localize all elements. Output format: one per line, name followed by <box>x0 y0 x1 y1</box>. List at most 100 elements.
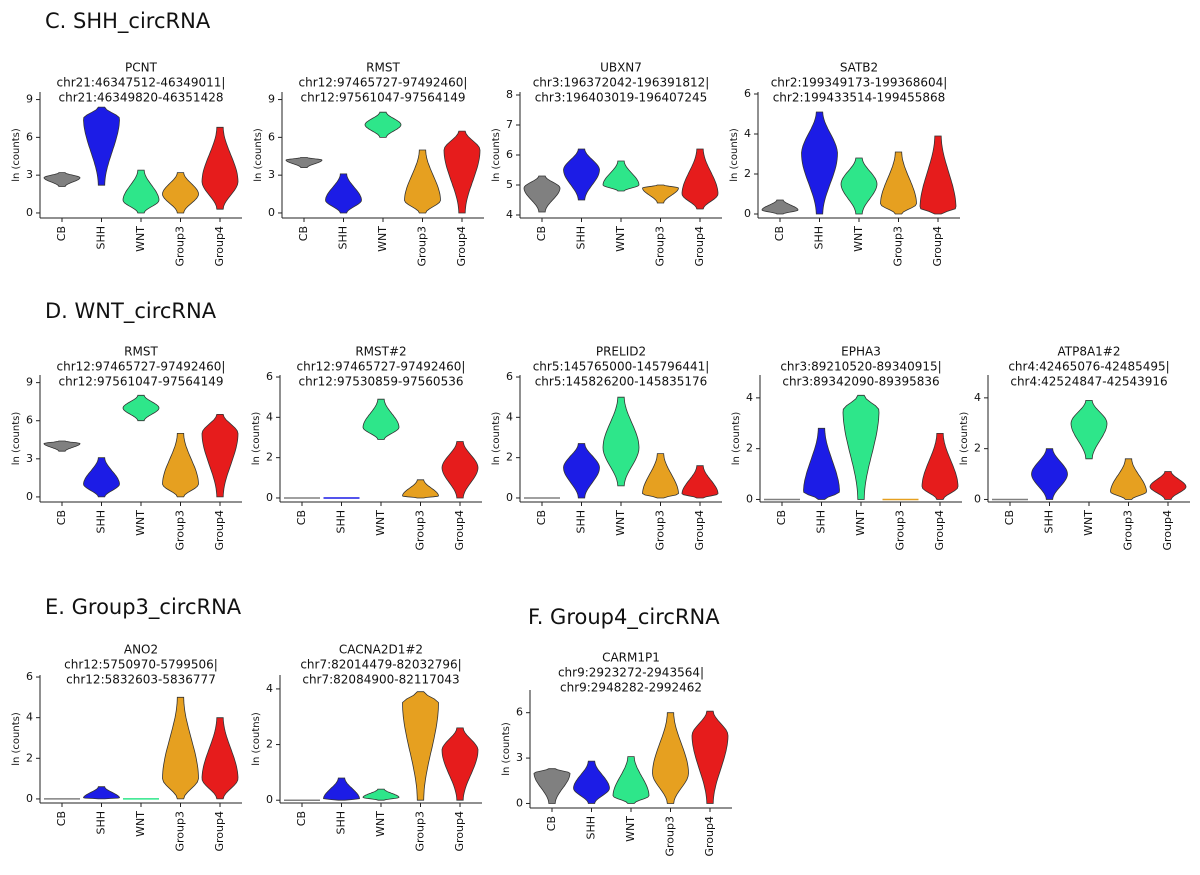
x-tick-label: Group3 <box>894 510 907 551</box>
chart-title: PRELID2 <box>596 345 646 359</box>
y-tick-label: 6 <box>506 370 513 383</box>
violin <box>362 788 400 801</box>
violin <box>919 135 957 215</box>
violin <box>162 172 199 214</box>
violin <box>323 777 360 801</box>
violin <box>201 126 239 210</box>
chart-title: chr12:97561047-97564149 <box>301 91 466 105</box>
chart-title: chr2:199433514-199455868 <box>773 91 946 105</box>
x-tick-label: Group4 <box>703 816 716 857</box>
x-tick-label: Group3 <box>414 811 427 852</box>
violin <box>842 394 880 500</box>
x-tick-label: WNT <box>374 510 387 536</box>
y-tick-label: 3 <box>26 168 33 181</box>
x-tick-label: SHH <box>575 510 588 534</box>
violin <box>681 465 719 499</box>
violin <box>201 414 239 498</box>
section-title: D. WNT_circRNA <box>45 299 217 324</box>
violin <box>612 756 650 804</box>
y-tick-label: 4 <box>746 391 753 404</box>
x-tick-label: CB <box>55 811 68 826</box>
x-tick-label: WNT <box>624 816 637 842</box>
chart-title: chr3:89210520-89340915| <box>780 360 941 374</box>
y-tick-label: 9 <box>268 93 275 106</box>
y-tick-label: 2 <box>506 451 513 464</box>
x-tick-label: CB <box>545 816 558 831</box>
y-tick-label: 2 <box>26 751 33 764</box>
section-title: C. SHH_circRNA <box>45 9 211 34</box>
violin <box>325 173 362 214</box>
x-tick-label: CB <box>773 226 786 241</box>
x-tick-label: SHH <box>337 226 350 250</box>
y-tick-label: 2 <box>266 451 273 464</box>
y-tick-label: 4 <box>506 410 513 423</box>
violin <box>1110 458 1147 500</box>
x-tick-label: Group4 <box>453 811 466 852</box>
x-tick-label: Group3 <box>654 226 667 267</box>
y-tick-label: 6 <box>26 130 33 143</box>
y-axis-label: ln (counts) <box>11 128 22 182</box>
y-axis-label: ln (coutns) <box>251 712 262 766</box>
y-tick-label: 6 <box>744 87 751 100</box>
x-tick-label: Group4 <box>693 226 706 267</box>
x-tick-label: WNT <box>1082 510 1095 536</box>
violin <box>122 394 160 422</box>
x-tick-label: Group4 <box>933 510 946 551</box>
y-tick-label: 9 <box>26 376 33 389</box>
x-tick-label: CB <box>535 226 548 241</box>
violin <box>285 157 323 168</box>
x-tick-label: Group3 <box>664 816 677 857</box>
x-tick-label: Group4 <box>1161 510 1174 551</box>
chart-title: chr12:97561047-97564149 <box>59 375 224 389</box>
y-tick-label: 4 <box>744 127 751 140</box>
chart-title: chr4:42465076-42485495| <box>1008 360 1169 374</box>
x-tick-label: SHH <box>585 816 598 840</box>
chart-title: chr9:2948282-2992462 <box>560 681 702 695</box>
chart-title: RMST#2 <box>355 345 406 359</box>
violin <box>642 184 679 204</box>
violin <box>83 786 120 800</box>
y-tick-label: 9 <box>26 93 33 106</box>
violin <box>840 157 878 215</box>
x-tick-label: Group4 <box>693 510 706 551</box>
x-tick-label: CB <box>1003 510 1016 525</box>
x-tick-label: CB <box>297 226 310 241</box>
chart-title: chr4:42524847-42543916 <box>1010 375 1167 389</box>
x-tick-label: CB <box>535 510 548 525</box>
x-tick-label: WNT <box>134 226 147 252</box>
x-tick-label: CB <box>55 226 68 241</box>
x-tick-label: Group4 <box>213 226 226 267</box>
y-tick-label: 4 <box>26 711 33 724</box>
x-tick-label: CB <box>295 811 308 826</box>
x-tick-label: SHH <box>95 226 108 250</box>
y-axis-label: ln (counts) <box>731 412 742 466</box>
x-tick-label: Group3 <box>1122 510 1135 551</box>
y-tick-label: 0 <box>974 492 981 505</box>
y-axis-label: ln (counts) <box>491 128 502 182</box>
y-tick-label: 6 <box>506 148 513 161</box>
chart-title: chr12:97530859-97560536 <box>299 375 464 389</box>
y-axis-label: ln (counts) <box>251 412 262 466</box>
violin <box>602 396 640 487</box>
y-tick-label: 6 <box>26 670 33 683</box>
violin <box>563 443 600 499</box>
y-tick-label: 0 <box>26 206 33 219</box>
chart-title: chr12:5750970-5799506| <box>64 658 218 672</box>
y-tick-label: 4 <box>974 391 981 404</box>
violin <box>1070 400 1108 460</box>
chart-title: CARM1P1 <box>602 651 660 665</box>
chart-title: chr7:82084900-82117043 <box>302 673 459 687</box>
y-axis-label: ln (counts) <box>253 128 264 182</box>
x-tick-label: WNT <box>376 226 389 252</box>
y-tick-label: 0 <box>266 491 273 504</box>
x-tick-label: CB <box>775 510 788 525</box>
section-title: E. Group3_circRNA <box>45 595 242 620</box>
x-tick-label: SHH <box>813 226 826 250</box>
y-tick-label: 2 <box>974 442 981 455</box>
chart-title: CACNA2D1#2 <box>339 643 423 657</box>
x-tick-label: WNT <box>134 811 147 837</box>
x-tick-label: SHH <box>1043 510 1056 534</box>
x-tick-label: WNT <box>134 510 147 536</box>
chart-title: chr7:82014479-82032796| <box>300 658 461 672</box>
